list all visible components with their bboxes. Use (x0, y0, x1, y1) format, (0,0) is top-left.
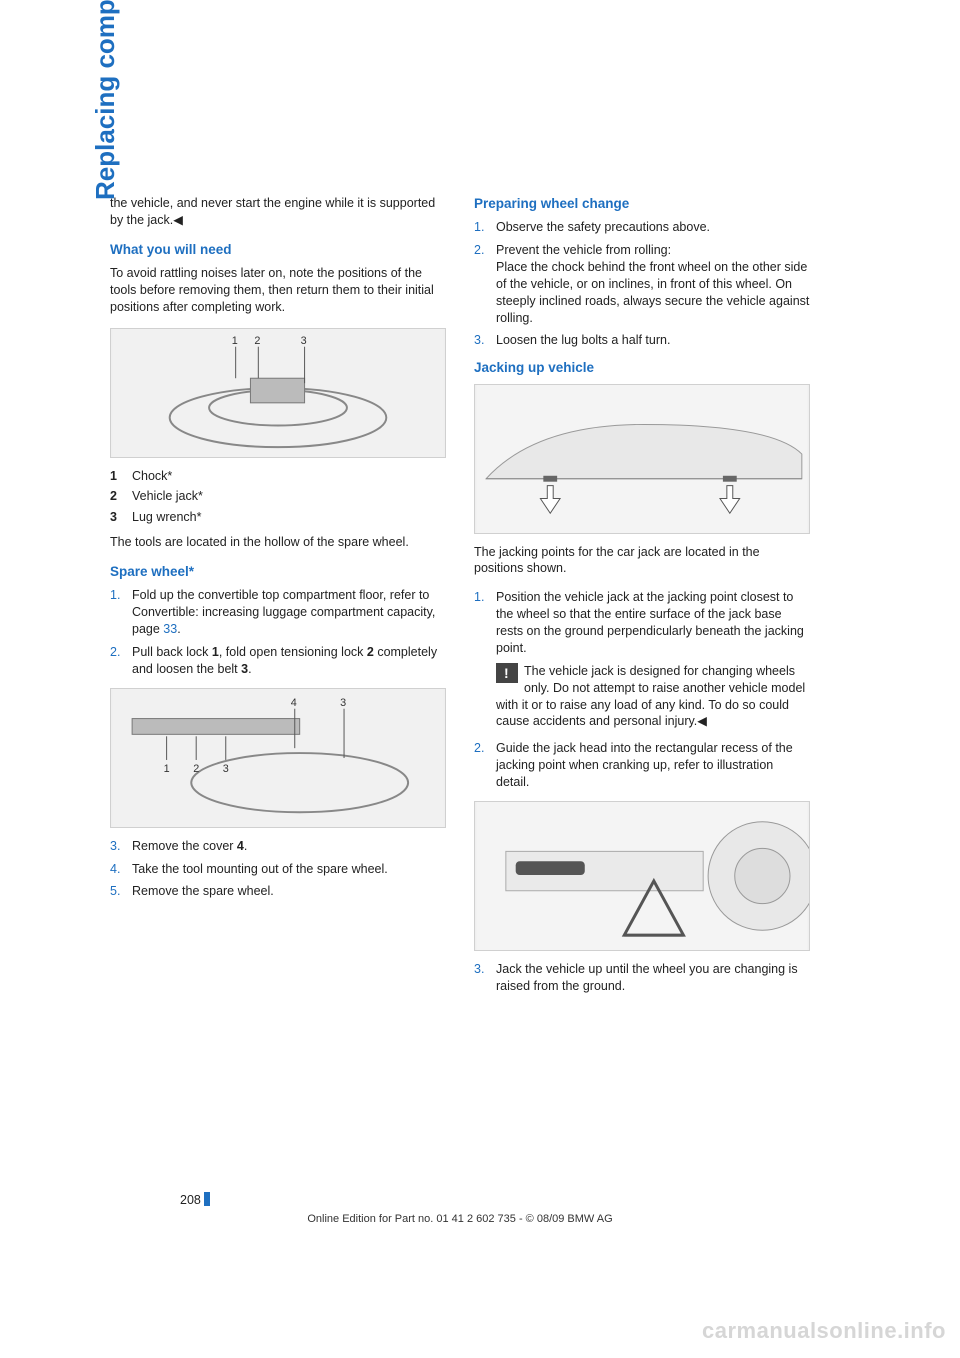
prep-step-2: 2.Prevent the vehicle from rolling: Plac… (474, 242, 810, 326)
svg-text:3: 3 (223, 762, 229, 774)
right-column: Preparing wheel change 1.Observe the saf… (474, 195, 810, 1005)
svg-text:1: 1 (232, 334, 238, 346)
spare-step-5: 5. Remove the spare wheel. (110, 883, 446, 900)
svg-text:3: 3 (340, 696, 346, 708)
svg-text:3: 3 (301, 334, 307, 346)
section-side-tab: Replacing components (90, 0, 121, 200)
jack-step-1: 1. Position the vehicle jack at the jack… (474, 589, 810, 730)
svg-text:4: 4 (291, 696, 297, 708)
svg-text:2: 2 (193, 762, 199, 774)
spare-step-4: 4. Take the tool mounting out of the spa… (110, 861, 446, 878)
heading-jacking: Jacking up vehicle (474, 359, 810, 377)
svg-text:1: 1 (164, 762, 170, 774)
figure-jacking-points (474, 384, 810, 534)
legend-1: 1Chock* (110, 468, 446, 485)
jack-step-3: 3. Jack the vehicle up until the wheel y… (474, 961, 810, 995)
jacking-points-text: The jacking points for the car jack are … (474, 544, 810, 578)
legend-3: 3Lug wrench* (110, 509, 446, 526)
heading-spare-wheel: Spare wheel* (110, 563, 446, 581)
jack-steps-b: 3. Jack the vehicle up until the wheel y… (474, 961, 810, 995)
locks-illustration: 1 2 3 4 3 (111, 689, 445, 827)
tools-location-text: The tools are located in the hollow of t… (110, 534, 446, 551)
jack-steps-a: 1. Position the vehicle jack at the jack… (474, 589, 810, 791)
page-link-33[interactable]: 33 (163, 622, 177, 636)
warning-text: The vehicle jack is designed for changin… (496, 664, 805, 729)
figure-jack-detail (474, 801, 810, 951)
figure-spare-locks: 1 2 3 4 3 (110, 688, 446, 828)
warning-box: The vehicle jack is designed for changin… (496, 663, 810, 731)
legend-2: 2Vehicle jack* (110, 488, 446, 505)
page-number: 208 (180, 1192, 810, 1207)
prep-step-1: 1.Observe the safety precautions above. (474, 219, 810, 236)
page-content: the vehicle, and never start the engine … (110, 195, 810, 1005)
spare-steps-a: 1. Fold up the convertible top compartme… (110, 587, 446, 677)
footer-edition-line: Online Edition for Part no. 01 41 2 602 … (110, 1213, 810, 1225)
jack-step-2: 2. Guide the jack head into the rectangu… (474, 740, 810, 791)
heading-preparing: Preparing wheel change (474, 195, 810, 213)
jack-detail-illustration (475, 802, 809, 950)
intro-continuation: the vehicle, and never start the engine … (110, 195, 446, 229)
spare-steps-b: 3. Remove the cover 4. 4. Take the tool … (110, 838, 446, 901)
heading-what-you-need: What you will need (110, 241, 446, 259)
prep-steps: 1.Observe the safety precautions above. … (474, 219, 810, 349)
prep-step-3: 3.Loosen the lug bolts a half turn. (474, 332, 810, 349)
spare-step-2: 2. Pull back lock 1, fold open tensionin… (110, 644, 446, 678)
warning-icon (496, 663, 518, 683)
watermark: carmanualsonline.info (702, 1318, 946, 1344)
left-column: the vehicle, and never start the engine … (110, 195, 446, 1005)
jacking-points-illustration (475, 385, 809, 533)
spare-step-3: 3. Remove the cover 4. (110, 838, 446, 855)
tools-illustration: 1 2 3 (111, 329, 445, 457)
figure-tools-in-spare: 1 2 3 (110, 328, 446, 458)
page-footer: 208 Online Edition for Part no. 01 41 2 … (110, 1192, 810, 1225)
what-you-need-text: To avoid rattling noises later on, note … (110, 265, 446, 316)
svg-text:2: 2 (254, 334, 260, 346)
spare-step-1: 1. Fold up the convertible top compartme… (110, 587, 446, 638)
